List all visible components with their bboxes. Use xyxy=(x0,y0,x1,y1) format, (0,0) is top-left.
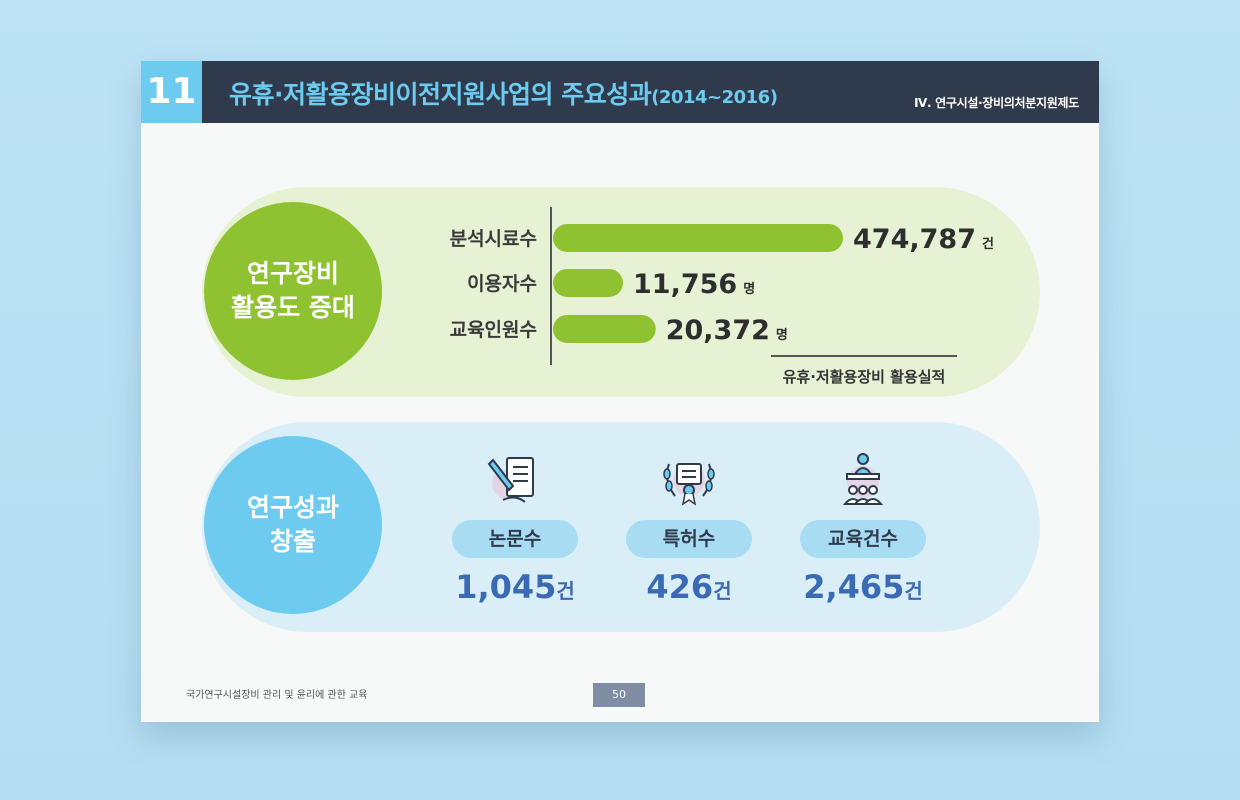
bar-category-label: 교육인원수 xyxy=(450,319,537,341)
utilization-circle-line1: 연구장비 xyxy=(246,259,339,288)
caption-underline xyxy=(771,355,957,357)
bar-unit-label: 명 xyxy=(776,327,788,343)
title-text: 유휴·저활용장비이전지원사업의 주요성과 xyxy=(229,80,652,109)
bar-category-label: 분석시료수 xyxy=(450,228,537,250)
education-value: 2,465 xyxy=(803,568,905,606)
outcomes-circle-line1: 연구성과 xyxy=(246,493,339,522)
education-label: 교육건수 xyxy=(800,520,926,558)
document-pen-icon xyxy=(487,457,534,503)
bar-value-label: 11,756 xyxy=(633,269,737,300)
page-title: 유휴·저활용장비이전지원사업의 주요성과(2014~2016) xyxy=(229,75,778,111)
papers-value-wrap: 1,045건 xyxy=(432,568,598,606)
bar-category-label: 이용자수 xyxy=(467,273,537,295)
section-label: Ⅳ. 연구시설·장비의처분지원제도 xyxy=(914,96,1079,110)
utilization-circle: 연구장비 활용도 증대 xyxy=(204,202,382,380)
slide: 11 유휴·저활용장비이전지원사업의 주요성과(2014~2016) Ⅳ. 연구… xyxy=(141,61,1099,722)
patents-value-wrap: 426건 xyxy=(606,568,772,606)
chart-bar xyxy=(553,269,623,297)
patents-label: 특허수 xyxy=(626,520,752,558)
section-number: 11 xyxy=(141,61,202,123)
papers-value: 1,045 xyxy=(455,568,557,606)
patents-value: 426 xyxy=(646,568,714,606)
bar-unit-label: 건 xyxy=(982,236,994,252)
utilization-circle-line2: 활용도 증대 xyxy=(231,293,355,322)
chart-bar xyxy=(553,224,843,252)
certificate-laurel-icon xyxy=(663,463,715,506)
education-value-wrap: 2,465건 xyxy=(780,568,946,606)
bar-value-label: 20,372 xyxy=(666,315,770,346)
header-bar: 11 유휴·저활용장비이전지원사업의 주요성과(2014~2016) Ⅳ. 연구… xyxy=(141,61,1099,123)
papers-label: 논문수 xyxy=(452,520,578,558)
patents-unit: 건 xyxy=(713,579,732,603)
page-number: 50 xyxy=(593,683,645,707)
chart-bar xyxy=(553,315,656,343)
bar-unit-label: 명 xyxy=(743,281,755,297)
lecture-icon xyxy=(842,453,884,505)
education-unit: 건 xyxy=(904,579,923,603)
bar-value-label: 474,787 xyxy=(853,224,976,255)
footer-text: 국가연구시설장비 관리 및 윤리에 관한 교육 xyxy=(186,690,368,701)
papers-unit: 건 xyxy=(556,579,575,603)
chart-caption: 유휴·저활용장비 활용실적 xyxy=(782,368,946,386)
title-years: (2014~2016) xyxy=(651,87,778,108)
outcomes-circle-line2: 창출 xyxy=(269,527,316,556)
outcomes-circle: 연구성과 창출 xyxy=(204,436,382,614)
